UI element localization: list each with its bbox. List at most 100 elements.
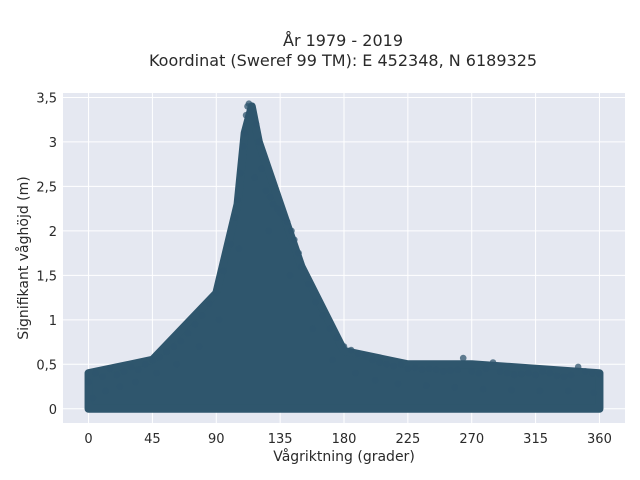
data-point [235, 245, 243, 252]
data-point [496, 368, 504, 375]
chart-subtitle: Koordinat (Sweref 99 TM): E 452348, N 61… [149, 51, 537, 70]
data-point [295, 249, 302, 257]
data-point [376, 359, 383, 366]
data-point [249, 113, 257, 121]
data-point [511, 371, 518, 379]
y-tick-label: 2 [49, 225, 57, 240]
data-point [361, 352, 369, 359]
data-point [242, 111, 250, 119]
data-point [459, 354, 467, 362]
data-point [99, 373, 107, 381]
data-point [503, 369, 511, 377]
data-point [447, 367, 454, 374]
data-point [173, 360, 180, 368]
data-point [479, 385, 487, 393]
data-point [581, 368, 589, 375]
y-axis-ticks: 0 0,5 1 1,5 2 2,5 3 3,5 [36, 91, 57, 417]
data-point [291, 236, 298, 244]
data-point [553, 372, 561, 380]
data-point [454, 366, 461, 373]
x-tick-label: 45 [144, 432, 161, 447]
data-point [432, 366, 440, 373]
data-point [265, 227, 273, 235]
data-point [106, 365, 114, 373]
data-point [212, 289, 220, 297]
data-point [298, 263, 305, 270]
x-tick-label: 180 [332, 432, 357, 447]
x-tick-label: 90 [208, 432, 225, 447]
data-point [85, 378, 92, 386]
data-point [319, 312, 327, 319]
data-point [508, 386, 515, 394]
data-point [394, 380, 402, 388]
data-point [532, 371, 539, 379]
data-point [198, 312, 206, 319]
data-point [352, 369, 359, 377]
data-point [170, 343, 177, 350]
data-point [276, 209, 284, 217]
data-point [440, 368, 447, 375]
x-tick-label: 225 [395, 432, 420, 447]
y-tick-label: 1 [49, 314, 57, 329]
data-point [390, 362, 397, 370]
data-point [251, 174, 258, 181]
data-point [333, 334, 341, 341]
data-point [482, 365, 490, 373]
data-point [283, 218, 291, 226]
y-axis-title: Signifikant våghöjd (m) [15, 176, 32, 339]
data-point [567, 371, 575, 379]
data-point [156, 353, 163, 361]
data-point [149, 356, 156, 364]
data-point [195, 343, 203, 350]
data-point [288, 227, 295, 235]
y-tick-label: 3,5 [36, 91, 57, 106]
x-tick-label: 0 [84, 432, 92, 447]
data-point [354, 350, 362, 357]
data-point [451, 384, 458, 391]
chart-title: År 1979 - 2019 [283, 31, 403, 50]
y-tick-label: 1,5 [36, 269, 57, 284]
data-point [234, 196, 241, 204]
data-point [220, 267, 227, 275]
data-point [525, 369, 532, 377]
data-point [132, 378, 139, 386]
data-point [163, 348, 170, 356]
data-point [329, 356, 336, 364]
data-point [340, 343, 348, 350]
data-point [191, 320, 199, 328]
data-point [468, 368, 476, 375]
x-tick-label: 315 [523, 432, 548, 447]
data-point [596, 370, 603, 378]
data-point [411, 364, 419, 372]
data-point [383, 360, 390, 368]
data-point [564, 387, 572, 395]
point-cloud-envelope [84, 102, 604, 413]
data-point [269, 200, 277, 208]
data-point [215, 316, 223, 324]
data-point [347, 346, 355, 354]
y-tick-label: 2,5 [36, 180, 57, 195]
y-tick-label: 0,5 [36, 358, 57, 373]
x-tick-label: 135 [268, 432, 293, 447]
data-point [305, 280, 312, 288]
data-point [475, 369, 483, 377]
data-point [237, 169, 244, 177]
data-point [241, 129, 248, 137]
data-point [326, 325, 334, 333]
data-point [184, 329, 192, 337]
data-point [252, 120, 260, 128]
data-point [560, 373, 568, 381]
data-point [127, 363, 135, 371]
data-point [590, 389, 598, 397]
data-point [239, 143, 247, 150]
data-point [231, 214, 239, 221]
data-point [258, 165, 265, 172]
data-point [142, 360, 149, 368]
data-point [205, 300, 213, 308]
x-axis-ticks: 0 45 90 135 180 225 270 315 360 [84, 432, 611, 447]
data-point [247, 107, 254, 115]
data-point [134, 366, 142, 373]
data-point [177, 337, 185, 345]
point-cloud [84, 102, 604, 413]
